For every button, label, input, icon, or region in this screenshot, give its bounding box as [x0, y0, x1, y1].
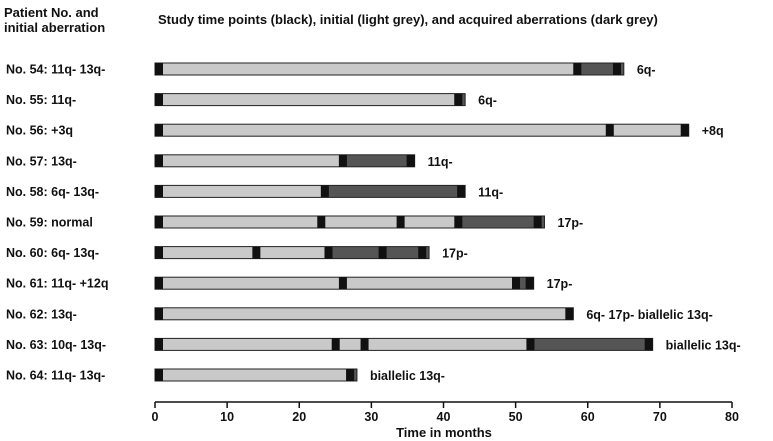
timepoint-marker: [565, 307, 574, 320]
acquired-aberration-label: 6q-: [637, 63, 656, 77]
patient-label: No. 64: 11q- 13q-: [6, 369, 105, 383]
timepoint-marker: [512, 277, 521, 290]
patient-row: No. 60: 6q- 13q- 17p-: [6, 246, 468, 261]
timepoint-marker: [346, 369, 355, 381]
timepoint-marker: [612, 63, 621, 75]
acquired-segment: [526, 338, 653, 351]
initial-segment: [155, 63, 624, 75]
timepoint-marker: [526, 338, 535, 351]
patient-label: No. 58: 6q- 13q-: [6, 185, 99, 199]
timepoint-marker: [155, 307, 163, 320]
x-tick-label: 0: [152, 410, 159, 424]
initial-segment: [155, 216, 545, 228]
timepoint-marker: [573, 63, 582, 75]
initial-segment: [155, 369, 357, 381]
timepoint-marker: [418, 246, 427, 259]
timepoint-marker: [155, 185, 163, 198]
patient-row: No. 54: 11q- 13q- 6q-: [6, 62, 656, 77]
timepoint-marker: [525, 277, 534, 290]
timepoint-marker: [533, 216, 542, 228]
patient-label: No. 63: 10q- 13q-: [6, 338, 106, 352]
patient-label: No. 56: +3q: [6, 124, 73, 138]
patient-label: No. 57: 13q-: [6, 154, 77, 168]
timepoint-marker: [605, 124, 614, 137]
acquired-segment: [320, 185, 466, 198]
patient-rows: No. 54: 11q- 13q- 6q-No. 55: 11q- 6q-No. 5…: [6, 62, 741, 383]
initial-segment: [155, 93, 466, 106]
left-column-header: Patient No. and initial aberration: [4, 5, 106, 35]
acquired-aberration-label: biallelic 13q-: [370, 369, 445, 383]
timepoint-marker: [406, 154, 415, 167]
acquired-segment: [338, 154, 415, 167]
acquired-aberration-label: biallelic 13q-: [666, 338, 741, 352]
acquired-aberration-label: +8q: [702, 124, 724, 138]
timepoint-marker: [680, 124, 689, 137]
initial-segment: [155, 124, 689, 137]
patient-row: No. 63: 10q- 13q-biallelic 13q-: [6, 337, 741, 352]
timepoint-marker: [454, 216, 463, 228]
patient-label: No. 59: normal: [6, 216, 93, 230]
patient-label: No. 54: 11q- 13q-: [6, 63, 105, 77]
x-tick-label: 50: [509, 410, 523, 424]
acquired-segment: [457, 216, 545, 228]
chart-title: Study time points (black), initial (ligh…: [158, 12, 658, 27]
patient-row: No. 58: 6q- 13q- 11q-: [6, 184, 503, 199]
acquired-aberration-label: 17p-: [557, 216, 583, 230]
timepoint-marker: [155, 93, 163, 106]
acquired-aberration-label: 11q-: [428, 155, 453, 169]
timepoint-marker: [454, 93, 463, 106]
timepoint-marker: [338, 154, 347, 167]
acquired-aberration-label: 17p-: [547, 277, 573, 291]
patient-label: No. 61: 11q- +12q: [6, 277, 108, 291]
patient-row: No. 57: 13q- 11q-: [6, 154, 453, 169]
timepoint-marker: [155, 63, 163, 75]
timepoint-marker: [155, 277, 163, 290]
patient-row: No. 62: 13q- 6q- 17p- biallelic 13q-: [6, 307, 713, 322]
x-axis: 0 10 20 30 40 50 60 70 80: [152, 401, 739, 424]
timepoint-marker: [252, 246, 261, 259]
timepoint-marker: [155, 124, 163, 137]
timepoint-marker: [378, 246, 387, 259]
timepoint-marker: [155, 154, 163, 167]
timepoint-marker: [155, 246, 163, 259]
timepoint-marker: [396, 216, 405, 228]
timepoint-marker: [155, 338, 163, 351]
x-tick-label: 20: [292, 410, 306, 424]
acquired-segment: [573, 63, 624, 75]
acquired-aberration-label: 6q-: [478, 94, 497, 108]
timepoint-marker: [155, 216, 163, 228]
x-axis-label: Time in months: [396, 425, 492, 440]
timepoint-marker: [320, 185, 329, 198]
acquired-aberration-label: 6q- 17p- biallelic 13q-: [586, 308, 712, 322]
patient-row: No. 56: +3q +8q: [6, 123, 724, 138]
timepoint-marker: [644, 338, 653, 351]
acquired-aberration-label: 17p-: [442, 247, 468, 261]
timepoint-marker: [360, 338, 369, 351]
patient-row: No. 61: 11q- +12q 17p-: [6, 276, 573, 291]
timepoint-marker: [331, 338, 340, 351]
timepoint-marker: [457, 185, 466, 198]
patient-label: No. 60: 6q- 13q-: [6, 246, 99, 260]
acquired-segment: [324, 246, 430, 259]
x-tick-label: 40: [437, 410, 451, 424]
patient-row: No. 64: 11q- 13q-biallelic 13q-: [6, 368, 445, 383]
timepoint-marker: [155, 369, 163, 381]
acquired-aberration-label: 11q-: [478, 185, 503, 199]
timepoint-marker: [324, 246, 333, 259]
x-tick-label: 10: [220, 410, 234, 424]
patient-row: No. 55: 11q- 6q-: [6, 93, 497, 108]
patient-label: No. 55: 11q-: [6, 93, 76, 107]
timepoint-marker: [338, 277, 347, 290]
x-tick-label: 60: [581, 410, 595, 424]
x-tick-label: 70: [653, 410, 667, 424]
timepoint-marker: [317, 216, 326, 228]
initial-segment: [155, 307, 574, 320]
patient-row: No. 59: normal 17p-: [6, 215, 583, 230]
x-tick-label: 30: [364, 410, 378, 424]
patient-label: No. 62: 13q-: [6, 307, 77, 321]
x-tick-label: 80: [725, 410, 739, 424]
